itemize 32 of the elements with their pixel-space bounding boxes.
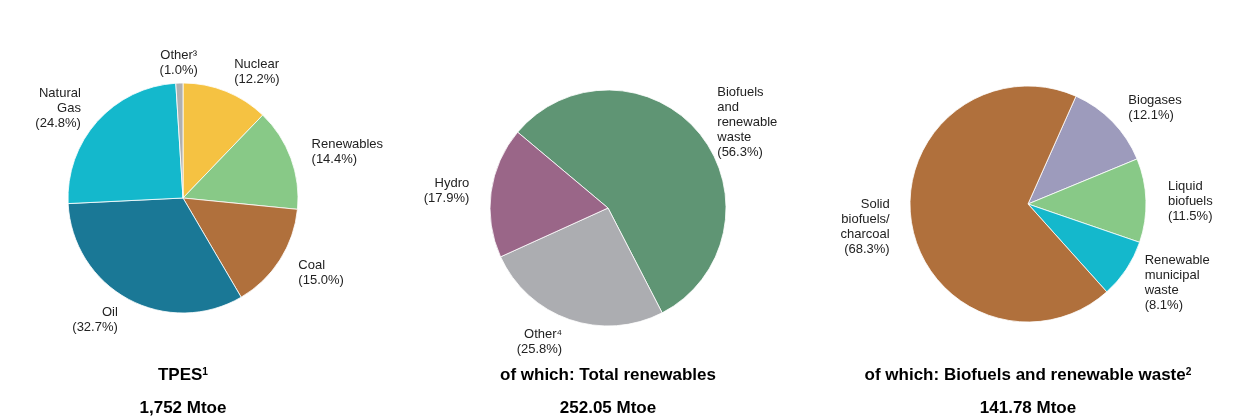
text: of which: Biofuels and renewable waste$^{2}$ [864,365,1192,384]
slice-label: Other⁴ [524,325,563,341]
data-label: (56.3%) [717,143,763,159]
data-label: (68.3%) [844,241,890,257]
slice-label: Nuclear [234,56,280,72]
data-label: (17.9%) [423,189,470,205]
slice-label: Oil [101,304,118,319]
slice-label: Natural Gas [38,84,82,115]
data-label: (1.0%) [159,61,198,77]
text: 252.05 Mtoe [559,398,657,417]
data-label: (15.0%) [298,272,344,288]
text: of which: Total renewables [500,365,716,384]
text: TPES$^{1}$ [157,365,209,384]
slice-label: Solid biofuels/ charcoal [840,196,891,242]
slice-label: Biofuels and renewable waste [716,83,778,144]
slice-label: Renewable municipal waste [1143,251,1210,297]
slice-label: Biogases [1128,91,1183,107]
data-label: (12.1%) [1128,106,1174,122]
text: 1,752 Mtoe [139,398,227,417]
slice-label: Renewables [311,136,384,152]
data-label: (8.1%) [1144,296,1183,312]
slice-label: Other³ [160,46,198,62]
data-label: (12.2%) [234,71,280,87]
text: 141.78 Mtoe [979,398,1077,417]
data-label: (32.7%) [72,319,118,334]
data-label: (14.4%) [311,151,358,167]
data-label: (25.8%) [516,340,563,356]
data-label: (24.8%) [35,114,81,130]
slice-label: Liquid biofuels [1167,177,1214,208]
slice-label: Coal [298,257,326,273]
slice-label: Hydro [434,174,470,190]
data-label: (11.5%) [1167,207,1213,223]
